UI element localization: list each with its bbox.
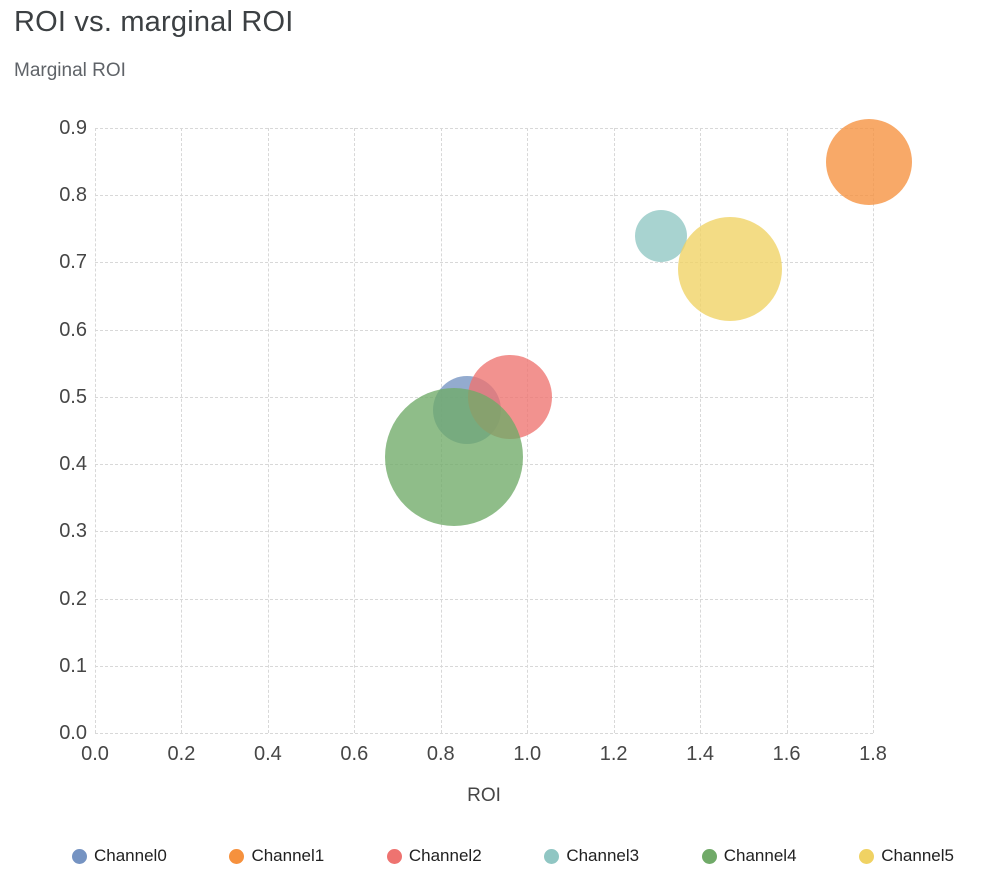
gridline-horizontal <box>95 531 873 533</box>
gridline-vertical <box>95 128 96 733</box>
x-axis-title: ROI <box>467 785 501 806</box>
y-tick-label: 0.7 <box>59 251 87 274</box>
chart-title: ROI vs. marginal ROI <box>14 6 294 38</box>
legend-dot-icon <box>72 848 87 864</box>
x-tick-label: 0.8 <box>426 743 455 765</box>
bubble-channel5[interactable] <box>678 217 783 322</box>
gridline-vertical <box>354 128 356 733</box>
legend-dot-icon <box>701 848 717 864</box>
legend-dot-icon <box>386 848 402 864</box>
gridline-vertical <box>700 128 702 733</box>
y-tick-label: 0.3 <box>59 520 87 543</box>
legend: Channel0 Channel1 Channel2 Channel3 Channel4… <box>72 844 954 868</box>
legend-label: Channel4 <box>723 846 797 865</box>
legend-dot-icon <box>229 848 245 864</box>
legend-label: Channel0 <box>94 846 167 865</box>
x-tick-label: 1.0 <box>513 743 542 765</box>
x-tick-label: 0.4 <box>253 743 282 765</box>
y-axis-title: Marginal ROI <box>14 60 126 81</box>
legend-label: Channel1 <box>251 846 325 865</box>
x-tick-label: 0.2 <box>167 743 196 765</box>
gridline-vertical <box>267 128 269 733</box>
gridline-vertical <box>613 128 615 733</box>
x-tick-label: 1.8 <box>859 743 887 765</box>
gridline-horizontal <box>95 733 873 734</box>
y-tick-label: 0.5 <box>59 385 87 408</box>
bubble-channel4[interactable] <box>384 388 523 527</box>
plot-area <box>95 118 912 734</box>
legend-item-channel5[interactable]: Channel5 <box>859 846 954 866</box>
x-tick-label: 1.4 <box>686 743 715 765</box>
legend-dot-icon <box>544 848 560 864</box>
gridline-vertical <box>873 128 874 733</box>
y-tick-label: 0.0 <box>59 722 87 744</box>
x-tick-label: 0.0 <box>81 743 109 765</box>
legend-item-channel3[interactable]: Channel3 <box>544 846 639 866</box>
gridline-horizontal <box>95 128 873 129</box>
x-tick-label: 0.6 <box>340 743 369 765</box>
bubble-channel3[interactable] <box>635 209 688 262</box>
legend-item-channel4[interactable]: Channel4 <box>701 846 797 866</box>
x-tick-label: 1.6 <box>772 743 801 765</box>
legend-item-channel2[interactable]: Channel2 <box>386 846 482 866</box>
gridline-horizontal <box>95 329 873 331</box>
y-tick-label: 0.8 <box>59 184 87 207</box>
legend-label: Channel2 <box>408 846 482 865</box>
legend-item-channel1[interactable]: Channel1 <box>229 846 324 866</box>
gridline-vertical <box>181 128 183 733</box>
y-tick-label: 0.1 <box>59 654 87 677</box>
y-tick-label: 0.9 <box>59 117 87 139</box>
y-tick-label: 0.2 <box>59 587 87 610</box>
legend-dot-icon <box>859 848 875 864</box>
gridline-vertical <box>786 128 788 733</box>
x-tick-label: 1.2 <box>599 743 628 765</box>
gridline-horizontal <box>95 195 873 197</box>
y-tick-label: 0.4 <box>59 453 87 476</box>
y-tick-label: 0.6 <box>59 318 87 341</box>
bubble-channel1[interactable] <box>825 118 912 205</box>
gridline-horizontal <box>95 598 873 600</box>
legend-item-channel0[interactable]: Channel0 <box>72 846 167 866</box>
gridline-horizontal <box>95 665 873 667</box>
legend-label: Channel3 <box>566 846 640 865</box>
gridline-horizontal <box>95 262 873 264</box>
legend-label: Channel5 <box>881 846 954 865</box>
